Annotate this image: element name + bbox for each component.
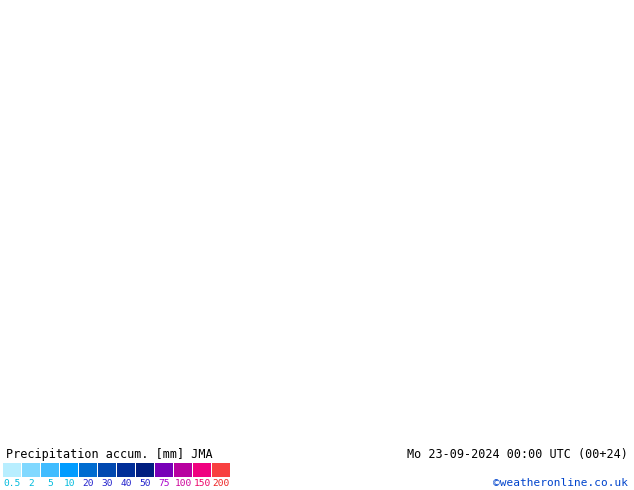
Text: Mo 23-09-2024 00:00 UTC (00+24): Mo 23-09-2024 00:00 UTC (00+24) [407,448,628,461]
Text: Precipitation accum. [mm] JMA: Precipitation accum. [mm] JMA [6,448,213,461]
Text: 100: 100 [174,479,192,488]
Text: 10: 10 [63,479,75,488]
Text: 30: 30 [101,479,113,488]
Bar [174,463,192,477]
Text: 5: 5 [47,479,53,488]
Text: 20: 20 [82,479,94,488]
Bar [22,463,40,477]
Text: 40: 40 [120,479,132,488]
Bar [79,463,97,477]
Bar [136,463,154,477]
Bar [155,463,173,477]
Bar [193,463,211,477]
Text: 200: 200 [212,479,230,488]
Bar [41,463,59,477]
Text: ©weatheronline.co.uk: ©weatheronline.co.uk [493,478,628,488]
Text: 2: 2 [28,479,34,488]
Text: 50: 50 [139,479,151,488]
Bar [60,463,78,477]
Bar [212,463,230,477]
Text: 150: 150 [193,479,211,488]
Bar [117,463,135,477]
Text: 0.5: 0.5 [3,479,21,488]
Bar [98,463,116,477]
Bar [3,463,21,477]
Text: 75: 75 [158,479,170,488]
